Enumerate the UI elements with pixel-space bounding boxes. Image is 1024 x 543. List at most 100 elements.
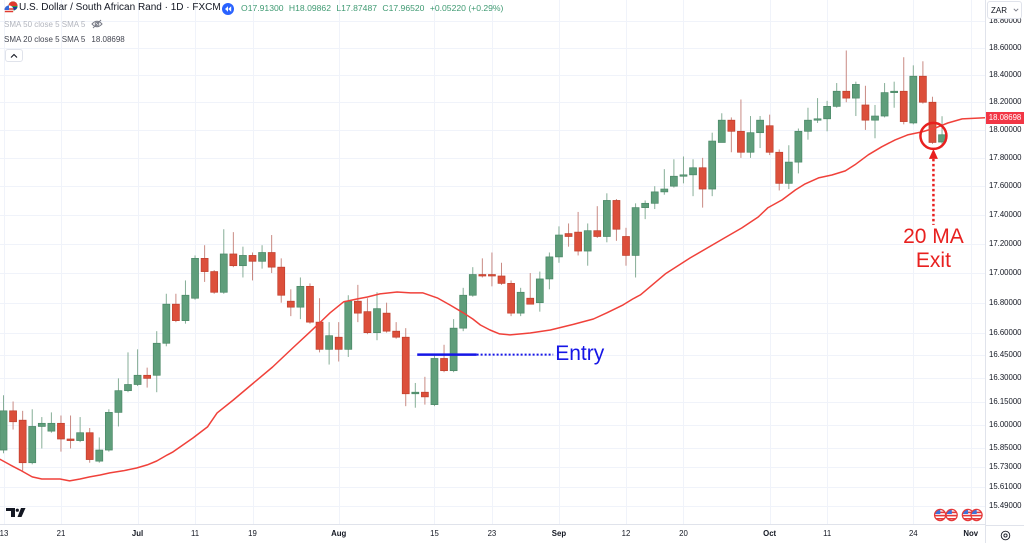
candle-body (325, 335, 333, 350)
candle-bearish (421, 376, 429, 405)
symbol-legend[interactable]: U.S. Dollar / South African Rand · 1D · … (4, 1, 221, 15)
candle-bearish (564, 223, 573, 247)
us-flag-icon[interactable] (934, 509, 946, 521)
candle-body (727, 119, 736, 132)
candle-bearish (248, 252, 257, 281)
candle-body (18, 419, 27, 464)
time-axis[interactable]: 13 21 Jul 11 19 Aug 15 23 Sep 12 20 Oct 11 24 Nov (0, 524, 985, 543)
time-axis-label: 23 (487, 529, 497, 538)
eye-slash-icon[interactable] (91, 19, 104, 29)
candle-bullish (717, 113, 726, 143)
candle-body (9, 410, 17, 423)
us-flag-icon[interactable] (971, 509, 983, 521)
candle-body (143, 374, 152, 379)
ohlc-values: O17.91300 H18.09862 L17.87487 C17.96520 … (241, 1, 506, 15)
currency-label: ZAR (991, 5, 1007, 15)
currency-dropdown[interactable]: ZAR (987, 1, 1022, 19)
candle-body (794, 130, 803, 163)
candle-bullish (804, 107, 812, 140)
candle-body (440, 358, 448, 372)
candle-bullish (114, 378, 123, 427)
price-axis-label: 15.49000 (989, 501, 1022, 510)
candle-body (258, 252, 266, 262)
axis-settings-button[interactable] (986, 525, 1024, 543)
symbol-title[interactable]: U.S. Dollar / South African Rand · 1D · … (19, 2, 221, 13)
candle-body (871, 115, 879, 121)
candle-bearish (306, 283, 314, 324)
candle-body (286, 300, 295, 308)
exit-circle (919, 121, 948, 151)
candle-body (526, 297, 535, 305)
candle-body (507, 283, 515, 314)
tradingview-logo-icon[interactable] (6, 505, 26, 517)
high-label: H (288, 3, 296, 13)
candle-body (392, 330, 401, 338)
candle-bearish (842, 50, 851, 103)
candle-body (267, 252, 276, 268)
candle-body (306, 285, 314, 323)
candle-body (775, 151, 784, 184)
candle-bearish (363, 298, 372, 335)
price-axis-label: 16.30000 (989, 373, 1022, 383)
candle-bullish (890, 81, 899, 108)
candle-body (210, 271, 219, 293)
candle-bullish (0, 395, 8, 454)
sma-20-series (0, 117, 985, 482)
time-axis-label: 13 (0, 529, 9, 538)
candle-bearish (775, 149, 784, 191)
candle-body (66, 438, 75, 441)
price-axis[interactable]: ZAR 18.80000 18.60000 18.40000 18.20000 18.0… (985, 0, 1024, 543)
candle-bearish (727, 117, 736, 153)
candle-body (535, 278, 544, 304)
candle-bullish (555, 226, 563, 263)
candle-bullish (756, 116, 764, 149)
candle-body (239, 255, 247, 267)
candle-body (564, 233, 573, 237)
time-axis-label: 20 (679, 529, 688, 538)
collapse-legend-button[interactable] (5, 49, 23, 62)
candle-bullish (641, 200, 650, 220)
economic-events[interactable] (934, 509, 982, 521)
candle-bullish (516, 287, 525, 317)
exit-label-line1: 20 MA (903, 224, 964, 248)
candle-body (516, 291, 525, 314)
price-axis-label: 18.00000 (989, 124, 1022, 134)
candle-body (890, 90, 899, 93)
candle-body (277, 266, 286, 296)
candle-body (478, 274, 487, 277)
candle-body (708, 140, 717, 190)
candle-body (229, 253, 238, 267)
sma-20-line (0, 117, 985, 482)
chevron-up-icon (10, 53, 18, 58)
candle-body (296, 285, 305, 308)
indicator-legend-sma50[interactable]: SMA 50 close 5 SMA 5 (4, 18, 104, 30)
time-axis-label: 19 (248, 529, 257, 538)
price-axis-label: 18.40000 (989, 69, 1022, 79)
indicator-name[interactable]: SMA 50 close 5 SMA 5 (4, 19, 86, 29)
candle-body (813, 118, 822, 121)
us-flag-icon[interactable] (946, 509, 958, 521)
indicator-name[interactable]: SMA 20 close 5 SMA 5 (4, 34, 86, 44)
candle-bearish (210, 270, 219, 294)
candle-bullish (28, 409, 37, 465)
candle-body (497, 275, 506, 284)
candle-body (133, 374, 142, 385)
candle-body (660, 188, 669, 193)
candle-bearish (622, 227, 630, 266)
candle-bearish (382, 302, 391, 333)
candle-body (411, 391, 420, 395)
grid (0, 0, 985, 525)
chart-pane[interactable] (0, 0, 985, 525)
candle-bearish (229, 232, 238, 268)
candle-body (363, 311, 372, 334)
candle-body (181, 294, 190, 321)
candle-body (47, 422, 56, 432)
candle-body (593, 230, 602, 237)
close-label: C (382, 3, 389, 13)
rewind-icon[interactable] (222, 2, 234, 15)
candle-body (832, 90, 841, 107)
price-axis-label: 17.20000 (989, 238, 1022, 248)
high-value: 18.09862 (295, 3, 331, 13)
indicator-legend-sma20[interactable]: SMA 20 close 5 SMA 5 18.08698 (4, 33, 125, 45)
